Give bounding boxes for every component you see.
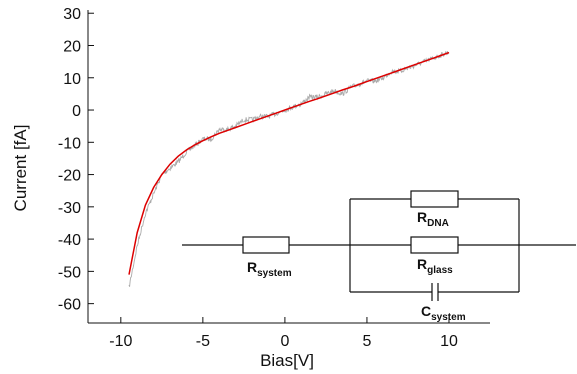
y-tick-label: 20 — [63, 38, 81, 55]
y-tick-label: -20 — [58, 168, 81, 185]
y-tick-label: 30 — [63, 6, 81, 23]
r-dna-resistor — [410, 190, 459, 208]
y-tick-label: -30 — [58, 200, 81, 217]
r-glass-resistor — [410, 236, 459, 254]
y-tick-label: 0 — [72, 103, 81, 120]
c-system-label: Csystem — [421, 303, 466, 323]
y-tick-label: 10 — [63, 71, 81, 88]
y-tick-label: -50 — [58, 264, 81, 281]
x-tick-label: -10 — [109, 333, 132, 350]
x-tick-label: 10 — [440, 333, 458, 350]
circuit-diagram — [182, 190, 576, 301]
x-tick-label: 5 — [362, 333, 371, 350]
r-dna-label: RDNA — [417, 209, 449, 229]
y-tick-label: -10 — [58, 135, 81, 152]
fit-curve-series — [128, 51, 450, 275]
x-tick-label: 0 — [280, 333, 289, 350]
r-system-resistor — [242, 236, 290, 254]
y-axis-title: Current [fA] — [11, 125, 30, 212]
y-tick-label: -60 — [58, 297, 81, 314]
x-tick-label: -5 — [196, 333, 210, 350]
r-glass-label: Rglass — [417, 256, 453, 276]
x-axis-title: Bias[V] — [260, 351, 314, 370]
y-axis-ticks: 30 20 10 0 -10 -20 -30 -40 -50 -60 — [58, 6, 94, 314]
y-tick-label: -40 — [58, 232, 81, 249]
measured-data-series — [128, 50, 450, 287]
x-axis-ticks: -10 -5 0 5 10 — [109, 317, 458, 350]
r-system-label: Rsystem — [247, 259, 292, 279]
